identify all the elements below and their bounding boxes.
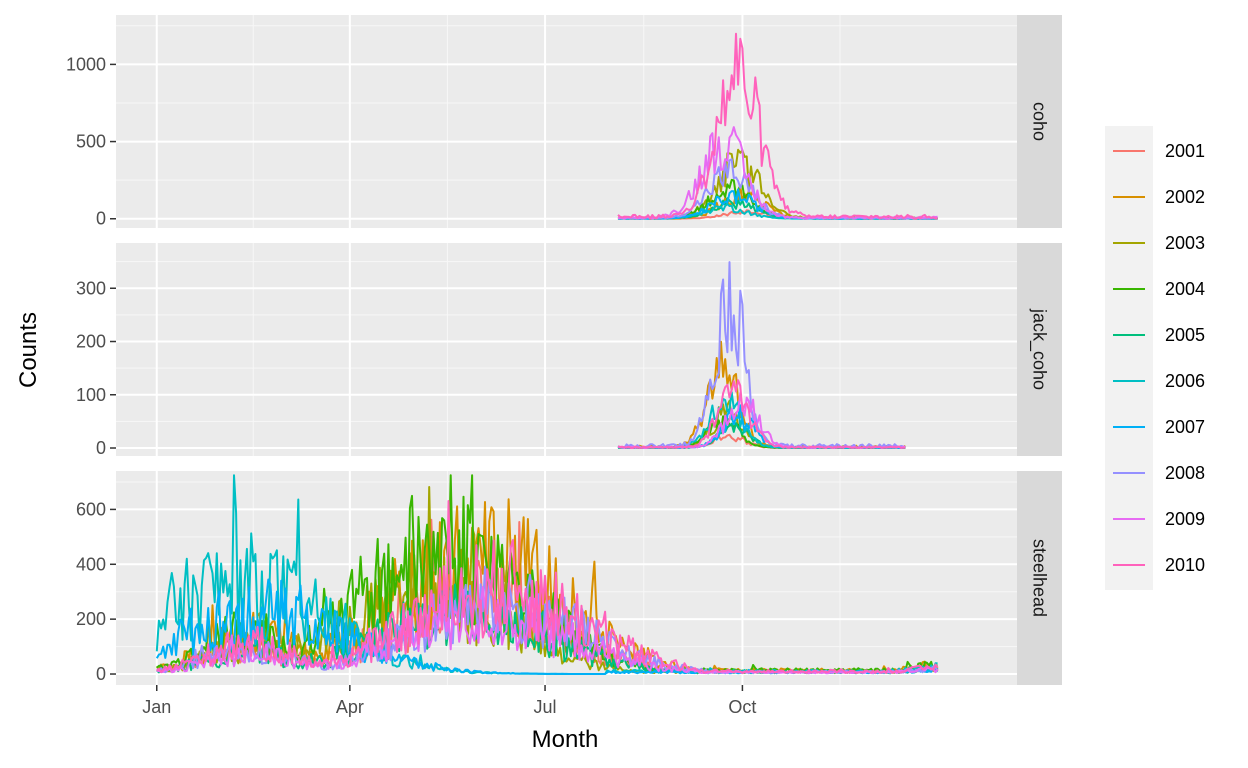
series-lines: [155, 474, 939, 675]
series-line-2010: [617, 32, 938, 220]
legend-label-2010: 2010: [1165, 555, 1205, 575]
strip-label-coho: coho: [1030, 102, 1050, 141]
y-tick-label: 200: [76, 332, 106, 352]
x-tick-label: Jan: [142, 697, 171, 717]
legend-label-2007: 2007: [1165, 417, 1205, 437]
y-tick-label: 0: [96, 664, 106, 684]
x-axis-title: Month: [532, 726, 599, 753]
y-tick-label: 600: [76, 499, 106, 519]
legend-label-2002: 2002: [1165, 187, 1205, 207]
x-axis: Jan Apr Jul Oct: [142, 685, 756, 717]
series-line-2010: [156, 500, 939, 674]
series-lines: [617, 32, 939, 220]
legend-label-2006: 2006: [1165, 371, 1205, 391]
series-line-2004: [156, 474, 938, 674]
legend-label-2005: 2005: [1165, 325, 1205, 345]
legend-label-2003: 2003: [1165, 233, 1205, 253]
panel-background: [116, 243, 1017, 456]
strip-background: [1017, 243, 1062, 456]
series-line-2010: [617, 379, 906, 449]
strip-label-jack_coho: jack_coho: [1029, 308, 1050, 390]
legend-label-2001: 2001: [1165, 141, 1205, 161]
series-lines: [617, 261, 906, 449]
legend-label-2008: 2008: [1165, 463, 1205, 483]
y-tick-label: 500: [76, 132, 106, 152]
x-tick-label: Jul: [534, 697, 557, 717]
strip-background: [1017, 15, 1062, 228]
panel-background: [116, 15, 1017, 228]
y-tick-label: 0: [96, 438, 106, 458]
legend-label-2004: 2004: [1165, 279, 1205, 299]
strip-background: [1017, 471, 1062, 685]
x-tick-label: Apr: [336, 697, 364, 717]
y-tick-label: 1000: [66, 54, 106, 74]
panels: 0 500 1000 coho 0 100 200 300 jack_coho 0 200 400 60…: [66, 15, 1062, 685]
y-tick-label: 400: [76, 554, 106, 574]
legend: 2001 2002 2003 2004 2005 2006 2007 2008 2009 2010: [1105, 126, 1205, 590]
y-tick-label: 100: [76, 385, 106, 405]
x-tick-label: Oct: [728, 697, 756, 717]
y-tick-label: 0: [96, 209, 106, 229]
panel-steelhead: 0 200 400 600 steelhead: [76, 471, 1062, 685]
y-tick-label: 300: [76, 278, 106, 298]
panel-coho: 0 500 1000 coho: [66, 15, 1062, 229]
y-axis-title: Counts: [15, 312, 42, 388]
legend-label-2009: 2009: [1165, 509, 1205, 529]
panel-jack_coho: 0 100 200 300 jack_coho: [76, 243, 1062, 458]
y-tick-label: 200: [76, 609, 106, 629]
strip-label-steelhead: steelhead: [1030, 539, 1050, 617]
